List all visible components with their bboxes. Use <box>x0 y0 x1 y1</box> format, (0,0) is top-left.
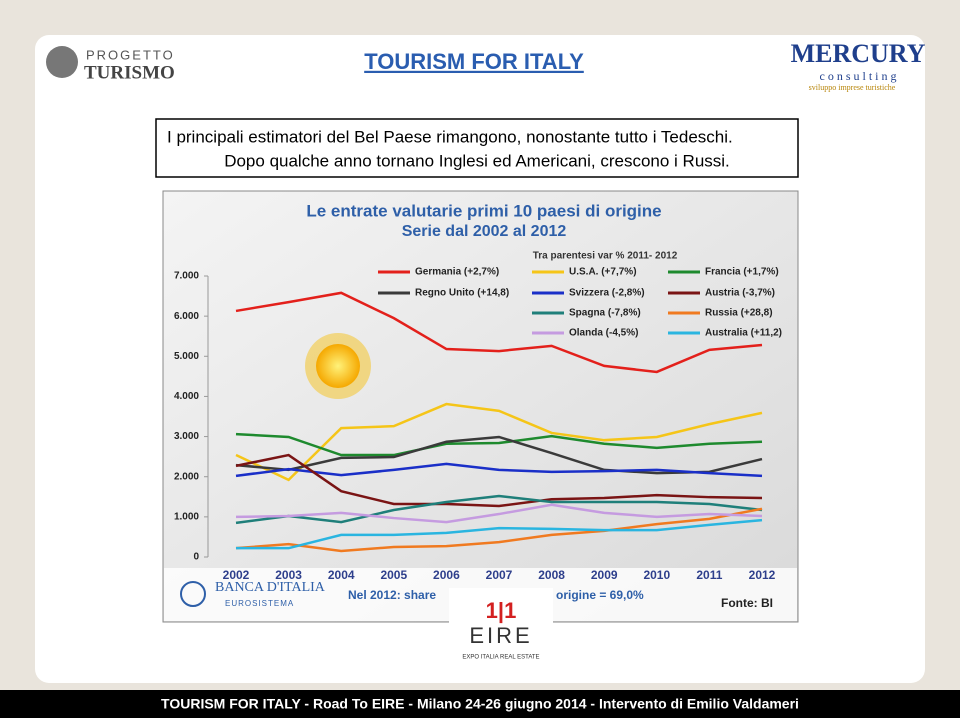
eire-mark: 1|1 <box>486 598 517 623</box>
series-line <box>235 291 763 374</box>
series-line <box>235 494 763 525</box>
y-tick-label: 4.000 <box>174 391 199 402</box>
x-tick-label: 2007 <box>486 568 513 582</box>
chart-note: origine = 69,0% <box>556 588 644 602</box>
x-tick-label: 2009 <box>591 568 618 582</box>
series-line <box>236 518 763 550</box>
legend-label: Francia (+1,7%) <box>705 267 779 278</box>
y-tick-label: 2.000 <box>174 471 199 482</box>
legend-label: U.S.A. (+7,7%) <box>569 267 637 278</box>
x-tick-label: 2012 <box>749 568 776 582</box>
x-tick-label: 2002 <box>223 568 250 582</box>
y-tick-label: 0 <box>193 552 199 563</box>
x-tick-label: 2011 <box>696 568 722 582</box>
x-tick-label: 2003 <box>275 568 302 582</box>
x-tick-label: 2004 <box>328 568 355 582</box>
chart-subtitle: Serie dal 2002 al 2012 <box>402 223 567 240</box>
y-tick-label: 7.000 <box>174 271 199 282</box>
legend-label: Germania (+2,7%) <box>415 267 499 278</box>
y-tick-label: 3.000 <box>174 431 199 442</box>
message-box <box>155 118 799 178</box>
bank-logo <box>180 581 206 607</box>
y-tick-label: 1.000 <box>174 511 199 522</box>
chart-title: Le entrate valutarie primi 10 paesi di o… <box>306 201 661 220</box>
logo-text: TURISMO <box>84 62 175 83</box>
x-tick-label: 2010 <box>643 568 670 582</box>
logo-text: PROGETTO <box>86 47 175 62</box>
logo-text: MERCURY <box>791 39 926 68</box>
series-line <box>235 435 763 475</box>
series-line <box>235 453 763 508</box>
logo-text: c o n s u l t i n g <box>820 69 897 83</box>
x-tick-label: 2008 <box>538 568 565 582</box>
x-tick-label: 2006 <box>433 568 460 582</box>
logo-icon <box>46 46 78 78</box>
series-line <box>235 402 763 482</box>
chart-source: Fonte: BI <box>721 596 773 610</box>
legend-label: Australia (+11,2) <box>705 328 782 339</box>
legend-label: Svizzera (-2,8%) <box>569 288 645 299</box>
legend-title: Tra parentesi var % 2011- 2012 <box>533 251 678 262</box>
chart-frame <box>162 190 799 623</box>
sun-icon <box>305 333 371 399</box>
footer-bar <box>0 690 960 718</box>
eire-logo-box <box>449 588 553 666</box>
eire-name: EIRE <box>469 623 532 648</box>
logo-text: sviluppo imprese turistiche <box>809 83 896 92</box>
series-line <box>235 507 763 553</box>
y-tick-label: 5.000 <box>174 351 199 362</box>
series-line <box>235 503 763 524</box>
y-tick-label: 6.000 <box>174 311 199 322</box>
message-line: I principali estimatori del Bel Paese ri… <box>167 127 733 146</box>
legend-label: Austria (-3,7%) <box>705 288 775 299</box>
footer-text: TOURISM FOR ITALY - Road To EIRE - Milan… <box>161 696 799 712</box>
slide-title: TOURISM FOR ITALY <box>364 49 584 74</box>
legend-label: Olanda (-4,5%) <box>569 328 638 339</box>
x-tick-label: 2005 <box>380 568 407 582</box>
series-line <box>235 432 763 457</box>
chart-note: Nel 2012: share <box>348 588 436 602</box>
series-line <box>235 462 763 478</box>
legend-label: Regno Unito (+14,8) <box>415 288 509 299</box>
bank-name: BANCA D'ITALIA <box>215 580 326 595</box>
bank-sub: EUROSISTEMA <box>225 599 294 608</box>
message-line: Dopo qualche anno tornano Inglesi ed Ame… <box>224 151 730 170</box>
legend-label: Spagna (-7,8%) <box>569 308 641 319</box>
eire-sub: EXPO ITALIA REAL ESTATE <box>462 655 539 661</box>
legend-label: Russia (+28,8) <box>705 308 773 319</box>
